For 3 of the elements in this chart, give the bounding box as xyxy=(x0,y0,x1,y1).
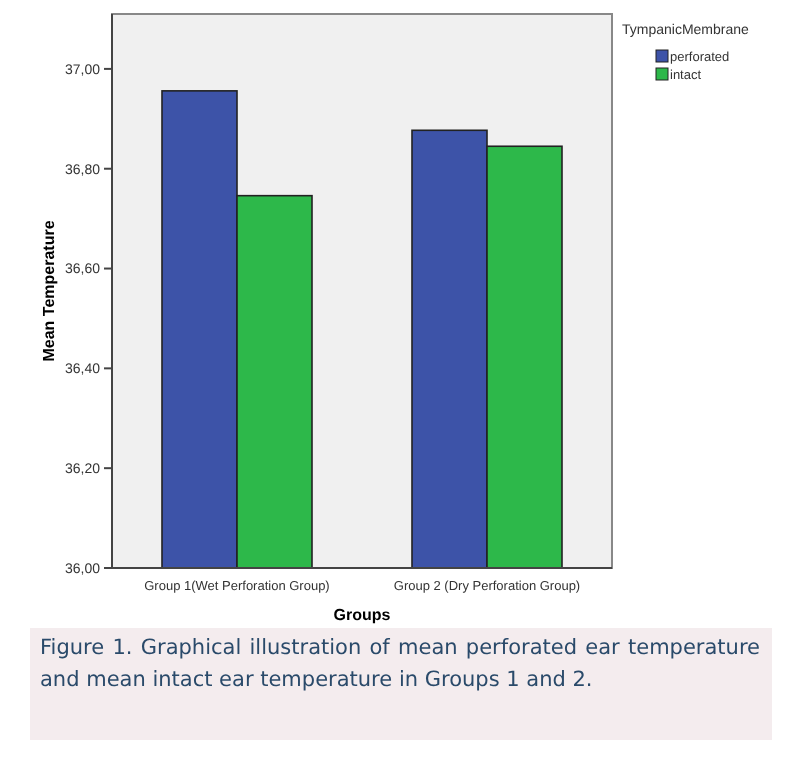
caption: Figure 1. Graphical illustration of mean perforated ear temperature and mean intact ear temperature in Groups 1 and 2. xyxy=(40,634,760,696)
y-axis-title: Mean Temperature xyxy=(40,219,58,362)
x-axis-title: Groups xyxy=(333,606,392,624)
